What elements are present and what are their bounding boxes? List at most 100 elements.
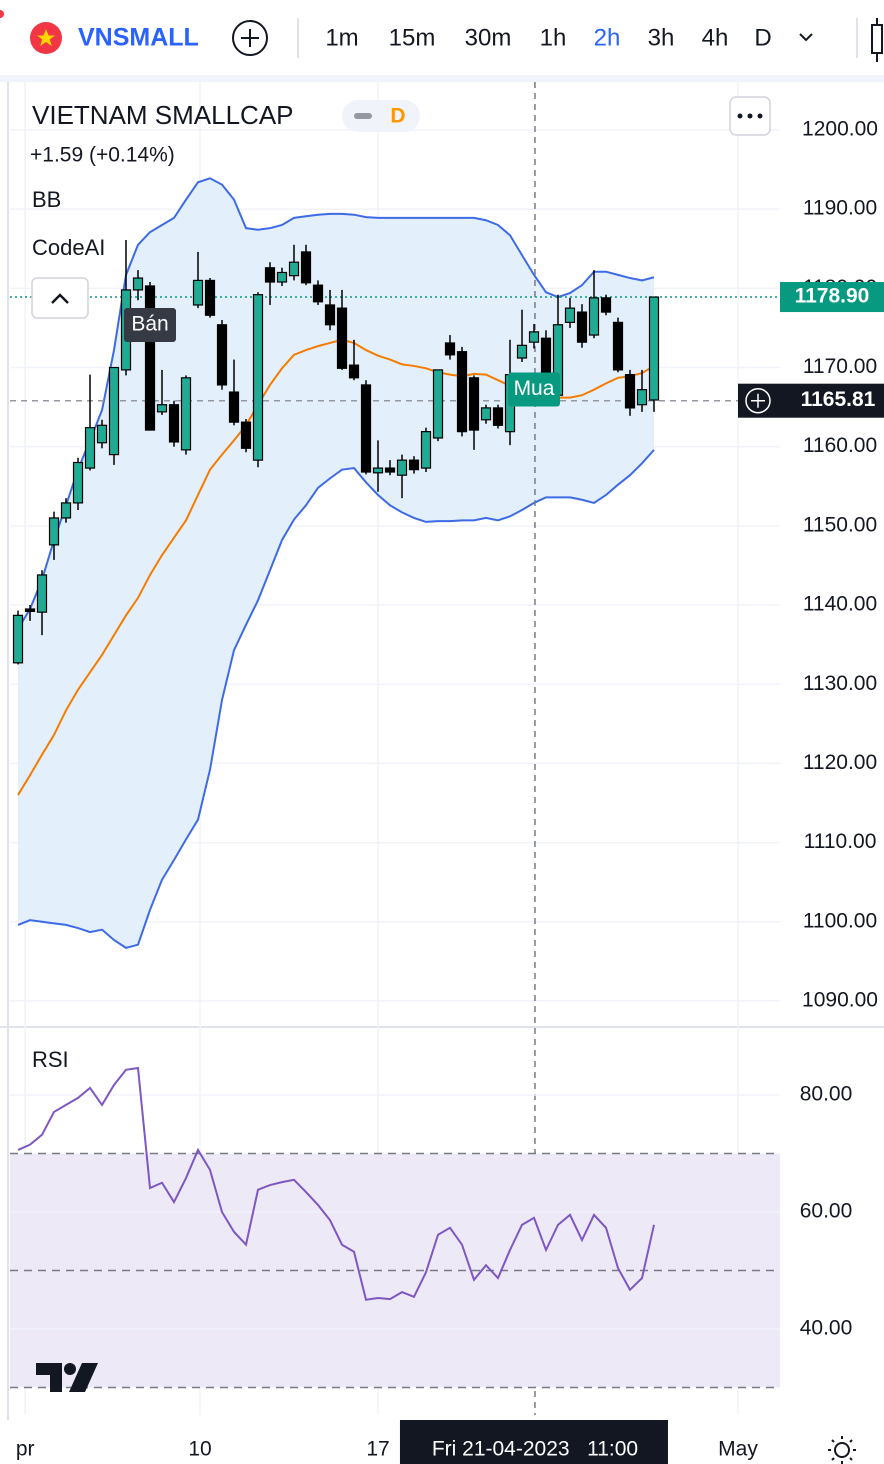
candle-body (492, 407, 504, 426)
interval-button[interactable]: D (754, 24, 771, 51)
badge-dash (354, 113, 372, 119)
more-button[interactable] (729, 96, 771, 136)
interval-button[interactable]: 15m (389, 24, 436, 51)
candle-body (60, 502, 72, 519)
y-tick-label: 1150.00 (803, 513, 877, 536)
candle-body (420, 431, 432, 469)
last-price-box (780, 282, 884, 313)
indicator-line (17, 177, 655, 630)
candle-body (168, 404, 180, 443)
logo (36, 1363, 98, 1392)
badge (342, 100, 420, 132)
flag-icon (30, 22, 62, 54)
y-tick-label: 60.00 (800, 1200, 853, 1223)
y-tick-label: 40.00 (800, 1317, 853, 1340)
candle-body (588, 297, 600, 336)
candle-body (564, 307, 576, 323)
y-tick-label: 1120.00 (803, 751, 877, 774)
crosshair-time-box (399, 1420, 668, 1464)
crosshair-price-label: 1165.81 (801, 388, 876, 411)
interval-button[interactable]: 30m (465, 24, 512, 51)
settings-icon[interactable] (828, 1436, 856, 1464)
indicator-line (17, 449, 655, 949)
candle-body (516, 344, 528, 359)
candle-body (180, 377, 192, 451)
candle-body (348, 364, 360, 379)
y-tick-label: 1170.00 (803, 355, 877, 378)
collapse-button[interactable] (31, 277, 89, 319)
crosshair-time-label: Fri 21-04-2023 11:00 (432, 1438, 638, 1461)
candle-body (444, 342, 456, 356)
y-tick-label: 80.00 (800, 1082, 853, 1105)
y-tick-label: 1190.00 (803, 197, 877, 220)
symbol[interactable]: VNSMALL (78, 24, 199, 52)
candle-body (156, 404, 168, 413)
candle-body (468, 377, 480, 431)
candle-body (192, 279, 204, 306)
interval-button[interactable]: 1m (325, 24, 358, 51)
candle-body (240, 421, 252, 449)
candle-body (12, 614, 24, 664)
candle-body (36, 574, 48, 613)
x-tick-label: 17 (366, 1438, 389, 1461)
candle-body (84, 427, 96, 469)
candle-body (324, 304, 336, 326)
badge-label: D (390, 105, 405, 128)
y-tick-label: 1090.00 (802, 988, 878, 1011)
indicator-label: BB (32, 187, 61, 212)
y-tick-label: 1200.00 (802, 118, 878, 141)
candle-body (480, 407, 492, 421)
candle-body (228, 391, 240, 423)
candle-body (600, 297, 612, 313)
y-tick-label: 1110.00 (804, 830, 877, 853)
candle-body (456, 351, 468, 433)
y-tick-label: 1130.00 (803, 672, 877, 695)
candle-body (132, 277, 144, 291)
crosshair-add-button[interactable] (745, 387, 771, 414)
crosshair-add-icon (751, 393, 765, 408)
y-tick-label: 1140.00 (803, 593, 877, 616)
overlay: VIETNAM SMALLCAP D +1.59 (+0.14%) BB Cod… (30, 96, 856, 1464)
indicator-label: CodeAI (32, 235, 105, 260)
candle-body (288, 261, 300, 277)
candle-body (612, 321, 624, 371)
candle-body (216, 324, 228, 386)
candle-body (108, 366, 120, 456)
x-tick-label: May (718, 1438, 758, 1461)
add-symbol-button[interactable] (232, 20, 268, 56)
candle-body (48, 517, 60, 546)
x-tick-label: 10 (188, 1438, 211, 1461)
annotation-box (508, 372, 561, 407)
candle-body (432, 369, 444, 439)
candle-body (72, 461, 84, 504)
candle-body (336, 307, 348, 369)
rsi-title: RSI (32, 1047, 69, 1072)
candle-body (528, 331, 540, 343)
y-tick-label: 1100.00 (803, 909, 877, 932)
annotation-label: Bán (131, 313, 168, 336)
candle-body (144, 285, 156, 431)
candle-body (300, 251, 312, 284)
candle-body (252, 294, 264, 461)
candle-body (396, 459, 408, 476)
candle-body (636, 389, 648, 406)
last-price-label: 1178.90 (795, 285, 870, 308)
interval-button[interactable]: 1h (540, 24, 567, 51)
interval-button[interactable]: 3h (648, 24, 675, 51)
annotation-box (124, 308, 177, 343)
candle-body (204, 279, 216, 316)
chart-type-button[interactable] (871, 18, 883, 62)
x-tick-label: pr (16, 1438, 35, 1461)
status-dot (0, 10, 4, 18)
change: +1.59 (+0.14%) (30, 144, 175, 167)
toolbar-divider (0, 75, 884, 82)
plot: 1200.001190.001180.001170.001160.001150.… (10, 82, 884, 1464)
chart-title: VIETNAM SMALLCAP (32, 100, 294, 130)
candle-body (276, 271, 288, 283)
candle-body (360, 384, 372, 473)
candle-body (408, 459, 420, 471)
interval-button[interactable]: 2h (594, 24, 621, 51)
interval-button[interactable]: 4h (702, 24, 729, 51)
interval-menu[interactable] (799, 33, 813, 42)
candle-body (624, 374, 636, 409)
